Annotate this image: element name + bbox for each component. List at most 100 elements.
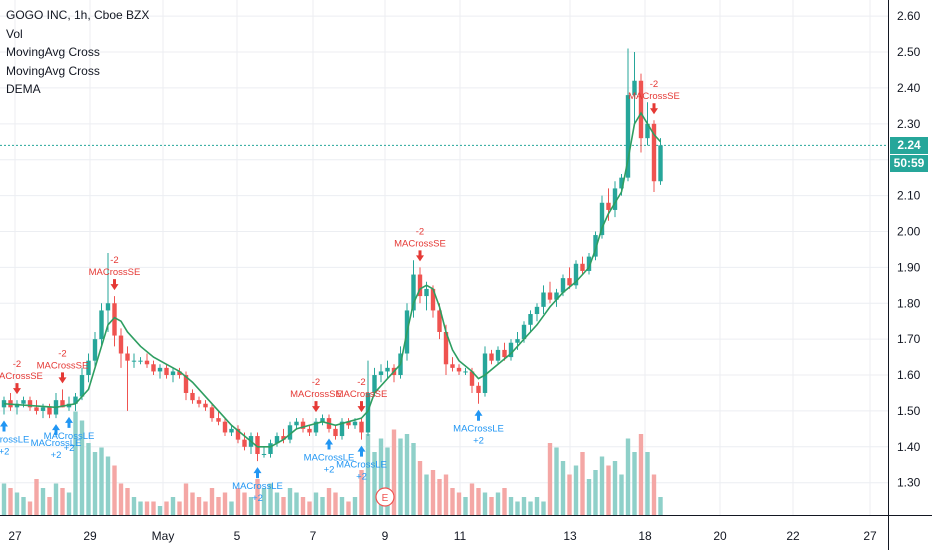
y-tick-label: 1.90 bbox=[897, 260, 921, 274]
legend-study-ma-cross-2[interactable]: MovingAvg Cross bbox=[6, 63, 100, 78]
volume-bar bbox=[417, 461, 423, 515]
long-signal-qty: +2 bbox=[64, 443, 75, 454]
candle-body bbox=[547, 292, 553, 300]
candle-body bbox=[60, 400, 65, 408]
candle-body bbox=[658, 145, 663, 182]
short-signal-label: MACrossSE bbox=[0, 371, 43, 382]
candle-body bbox=[489, 353, 494, 361]
legend-symbol[interactable]: GOGO INC, 1h, Cboe BZX bbox=[6, 8, 150, 22]
candle-body bbox=[203, 403, 208, 408]
long-signal-qty: +2 bbox=[324, 464, 335, 475]
candle-body bbox=[515, 339, 520, 343]
volume-bar bbox=[320, 497, 325, 515]
long-signal-arrow bbox=[474, 409, 483, 421]
candle-body bbox=[47, 407, 52, 415]
volume-bar bbox=[151, 501, 156, 515]
ma-line bbox=[3, 111, 662, 448]
y-tick-label: 2.60 bbox=[897, 9, 921, 23]
y-tick-label: 2.00 bbox=[897, 224, 921, 238]
chart-legend: GOGO INC, 1h, Cboe BZX Vol MovingAvg Cro… bbox=[6, 6, 149, 99]
candle-body bbox=[339, 421, 345, 437]
volume-bar bbox=[339, 497, 345, 515]
candle-body bbox=[170, 371, 176, 376]
candle-body bbox=[92, 339, 98, 361]
volume-bar bbox=[53, 483, 59, 515]
long-signal-label: MACrossLE bbox=[31, 438, 82, 449]
long-signal-arrow bbox=[65, 416, 73, 428]
volume-bar bbox=[261, 488, 267, 515]
volume-bar bbox=[495, 492, 501, 515]
volume-bar bbox=[365, 434, 371, 515]
volume-bar bbox=[170, 497, 176, 515]
volume-bar bbox=[404, 434, 410, 515]
legend-volume[interactable]: Vol bbox=[6, 26, 23, 41]
candle-body bbox=[612, 188, 618, 210]
volume-bar bbox=[612, 461, 618, 515]
volume-bar bbox=[268, 483, 273, 515]
candle-body bbox=[281, 436, 286, 440]
volume-bar bbox=[313, 492, 319, 515]
x-tick-label: 7 bbox=[310, 529, 317, 543]
candle-body bbox=[593, 235, 598, 257]
volume-bar bbox=[229, 501, 234, 515]
long-signal-label: MACrossLE bbox=[304, 452, 355, 463]
candle-body bbox=[346, 421, 351, 426]
volume-bar bbox=[385, 447, 390, 515]
volume-bar bbox=[144, 501, 150, 515]
short-signal-qty: -2 bbox=[312, 377, 320, 388]
x-tick-label: 27 bbox=[863, 529, 877, 543]
candle-body bbox=[209, 407, 215, 419]
volume-bar bbox=[8, 488, 13, 515]
volume-bar bbox=[125, 488, 130, 515]
volume-bar bbox=[190, 492, 195, 515]
short-signal-arrow bbox=[110, 279, 119, 291]
volume-bar bbox=[40, 488, 46, 515]
x-tick-label: 5 bbox=[234, 529, 241, 543]
volume-bar bbox=[593, 470, 598, 515]
volume-bar bbox=[573, 465, 579, 515]
candle-body bbox=[424, 288, 429, 297]
candle-body bbox=[34, 407, 39, 411]
long-signal-arrow bbox=[357, 445, 366, 457]
volume-bar bbox=[625, 438, 631, 515]
volume-bar bbox=[463, 497, 468, 515]
short-signal-arrow bbox=[312, 401, 320, 413]
x-tick-label: 22 bbox=[786, 529, 800, 543]
candle-body bbox=[528, 314, 533, 325]
candle-body bbox=[573, 263, 579, 286]
legend-study-dema[interactable]: DEMA bbox=[6, 82, 41, 96]
volume-bar bbox=[437, 479, 442, 515]
volume-bar bbox=[489, 497, 494, 515]
volume-bar bbox=[502, 488, 507, 515]
long-signal-arrow bbox=[253, 467, 262, 479]
candle-body bbox=[606, 202, 611, 210]
short-signal-label: MACrossSE bbox=[628, 91, 680, 102]
candle-body bbox=[177, 371, 182, 376]
volume-bar bbox=[131, 497, 137, 515]
x-tick-label: 9 bbox=[382, 529, 389, 543]
volume-bar bbox=[1, 483, 7, 515]
y-tick-label: 1.60 bbox=[897, 368, 921, 382]
short-signal-qty: -2 bbox=[650, 79, 658, 90]
long-signal-arrow bbox=[52, 424, 60, 436]
candle-body bbox=[294, 421, 299, 426]
candle-body bbox=[73, 396, 78, 404]
volume-bars bbox=[1, 411, 663, 515]
volume-bar bbox=[326, 488, 332, 515]
volume-bar bbox=[391, 429, 397, 515]
candle-body bbox=[261, 453, 267, 455]
candle-body bbox=[372, 375, 377, 393]
volume-bar bbox=[560, 461, 566, 515]
volume-bar bbox=[476, 488, 481, 515]
legend-study-ma-cross-1[interactable]: MovingAvg Cross bbox=[6, 45, 100, 59]
long-signal-label: MACrossLE bbox=[453, 424, 504, 435]
volume-bar bbox=[599, 456, 605, 515]
candle-body bbox=[333, 428, 338, 437]
x-tick-label: 18 bbox=[638, 529, 652, 543]
volume-bar bbox=[651, 474, 657, 515]
volume-bar bbox=[196, 497, 202, 515]
long-signal-label: MACrossLE bbox=[336, 460, 387, 471]
